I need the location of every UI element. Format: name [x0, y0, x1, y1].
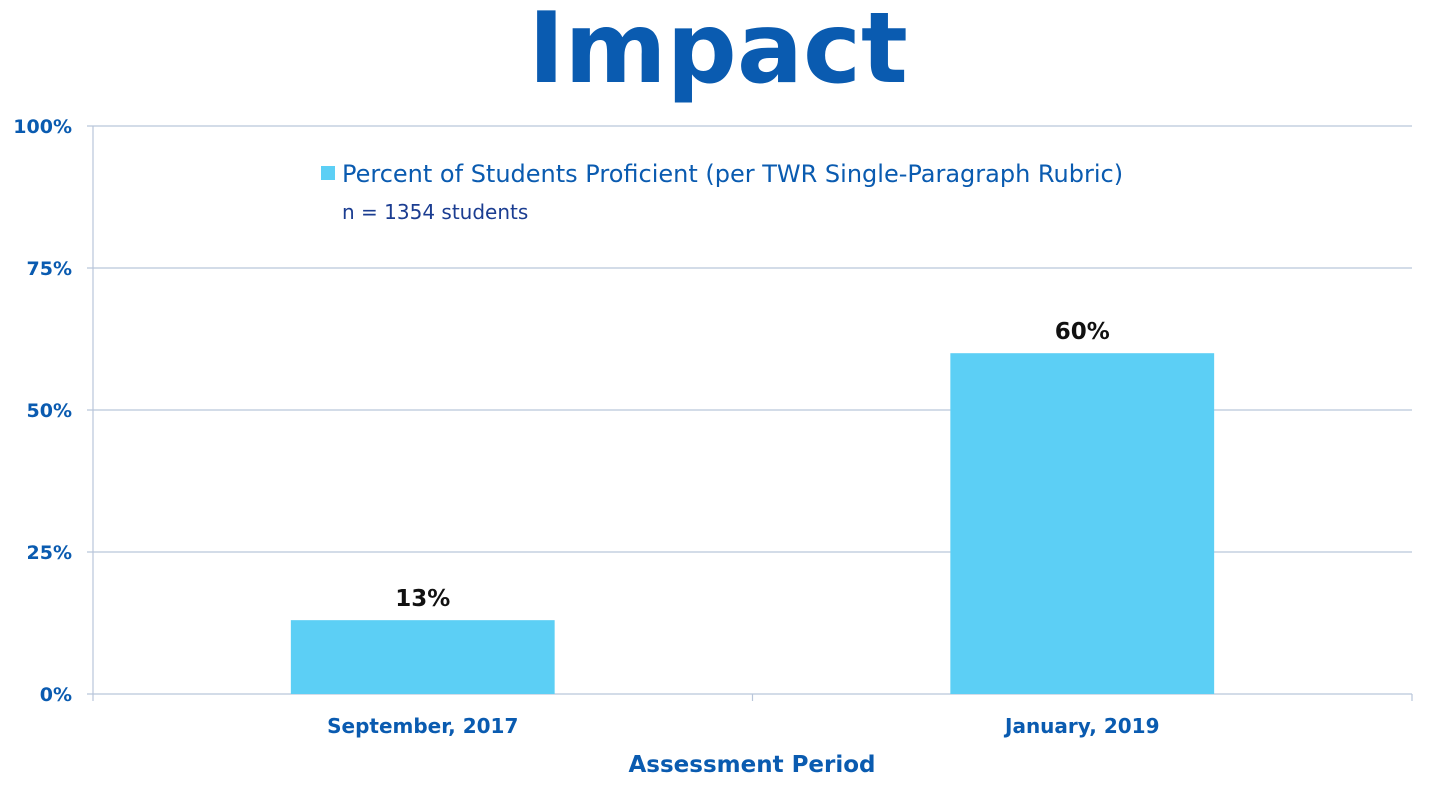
y-tick-label: 25%	[27, 542, 72, 564]
y-tick-label: 50%	[27, 400, 72, 422]
chart-title: Impact	[528, 0, 908, 106]
y-axis-ticks: 0% 25% 50% 75% 100%	[13, 116, 72, 706]
legend: Percent of Students Proficient (per TWR …	[321, 160, 1123, 224]
bar-value-label: 13%	[395, 586, 450, 612]
bar-value-label: 60%	[1055, 319, 1110, 345]
y-tick-label: 75%	[27, 258, 72, 280]
bars	[290, 353, 1215, 694]
legend-label: Percent of Students Proficient (per TWR …	[342, 160, 1123, 188]
x-axis-title: Assessment Period	[628, 752, 875, 778]
legend-note: n = 1354 students	[342, 200, 528, 224]
y-tick-label: 100%	[13, 116, 72, 138]
x-axis-categories: September, 2017 January, 2019	[327, 714, 1159, 738]
legend-swatch	[321, 166, 335, 180]
bar	[290, 620, 555, 694]
bar	[950, 353, 1215, 694]
data-labels: 13% 60%	[395, 319, 1110, 612]
y-tick-label: 0%	[40, 684, 72, 706]
x-category-label: September, 2017	[327, 714, 518, 738]
x-category-label: January, 2019	[1003, 714, 1159, 738]
